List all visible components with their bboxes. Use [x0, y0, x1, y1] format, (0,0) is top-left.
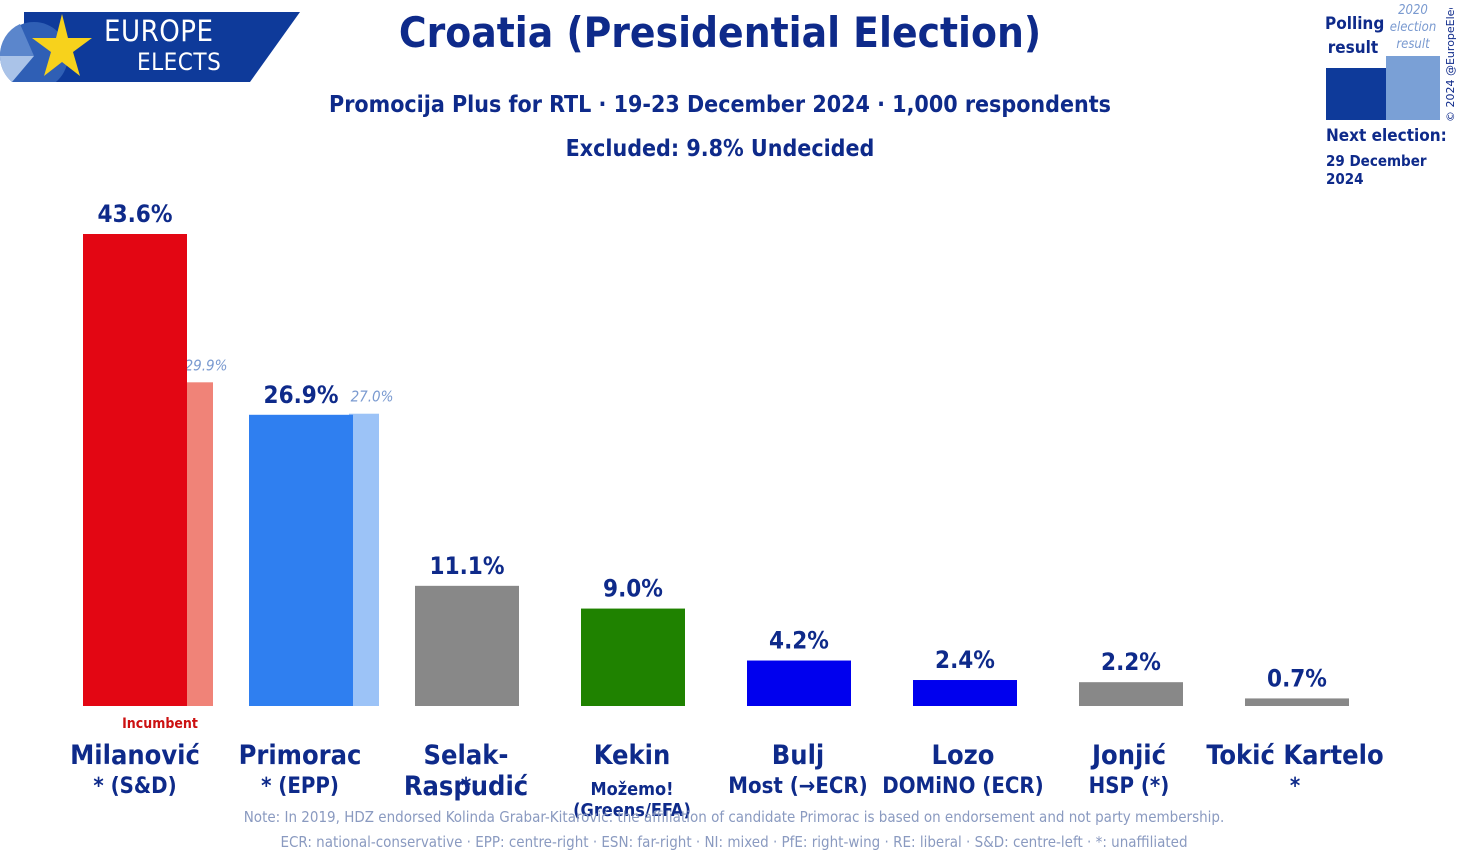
next-election-label: Next election: [1326, 126, 1447, 146]
candidate-name-jonjic: Jonjić [1091, 740, 1167, 771]
candidate-party-kekin: Možemo! (Greens/EFA) [573, 779, 691, 821]
label-value-kekin: 9.0% [603, 575, 663, 603]
bar-previous-milanovic [183, 382, 213, 706]
brand-line1: EUROPE [104, 14, 214, 48]
chart-subtitle: Promocija Plus for RTL · 19-23 December … [329, 92, 1111, 118]
excluded-note: Excluded: 9.8% Undecided [565, 136, 875, 162]
bar-kekin [581, 608, 685, 706]
candidate-name-selak-raspudic: Selak-Raspudić [403, 740, 529, 802]
candidate-party-selak-raspudic: * [460, 774, 472, 799]
label-value-tokic-kartelo: 0.7% [1267, 664, 1327, 692]
legend-previous-swatch [1386, 56, 1440, 120]
next-election-date: 29 December 2024 [1326, 152, 1427, 188]
europe-elects-logo [0, 12, 300, 82]
label-value-milanovic: 43.6% [98, 200, 173, 228]
brand-line2: ELECTS [137, 48, 222, 76]
label-value-selak-raspudic: 11.1% [430, 552, 505, 580]
candidate-name-tokic-kartelo: Tokić Kartelo [1206, 740, 1384, 771]
legend-previous-label: 2020 election result [1389, 3, 1437, 52]
bar-chart: 29.9% 43.6% 27.0% 26.9% 11.1% 9.0% 4.2% 2.4% 2.2… [83, 200, 1349, 706]
candidate-party-tokic-kartelo: * [1289, 774, 1301, 799]
candidate-party-primorac: * (EPP) [261, 774, 339, 799]
candidate-party-lozo: DOMiNO (ECR) [882, 774, 1044, 799]
legend-polling-swatch [1326, 68, 1386, 120]
copyright-notice: © 2024 @EuropeElects [1444, 8, 1457, 122]
bar-previous-primorac [349, 413, 379, 706]
chart-title: Croatia (Presidential Election) [398, 8, 1042, 57]
label-value-lozo: 2.4% [935, 646, 995, 674]
bar-bulj [747, 660, 851, 706]
copyright-text: © 2024 @EuropeElects [1444, 8, 1457, 122]
candidate-name-lozo: Lozo [931, 740, 995, 771]
bar-primorac [249, 414, 353, 706]
legend-polling-label: Polling result [1325, 14, 1385, 58]
candidate-name-bulj: Bulj [771, 740, 825, 771]
bar-tokic-kartelo [1245, 698, 1349, 706]
label-value-jonjic: 2.2% [1101, 648, 1161, 676]
candidate-party-jonjic: HSP (*) [1088, 774, 1170, 799]
bar-milanovic [83, 234, 187, 706]
label-previous-milanovic: 29.9% [185, 356, 228, 374]
bar-selak-raspudic [415, 585, 519, 706]
label-value-bulj: 4.2% [769, 627, 829, 655]
incumbent-label: Incumbent [122, 716, 198, 732]
candidate-name-milanovic: Milanović [70, 740, 200, 771]
candidate-name-kekin: Kekin [593, 740, 671, 771]
candidate-party-milanovic: * (S&D) [93, 774, 177, 799]
label-previous-primorac: 27.0% [351, 388, 394, 406]
bar-lozo [913, 680, 1017, 706]
bar-jonjic [1079, 682, 1183, 706]
footnote-group-legend: ECR: national-conservative · EPP: centre… [280, 833, 1188, 851]
label-value-primorac: 26.9% [264, 381, 339, 409]
candidate-party-bulj: Most (→ECR) [728, 774, 868, 799]
candidate-name-primorac: Primorac [238, 740, 362, 771]
footnote-affiliation: Note: In 2019, HDZ endorsed Kolinda Grab… [243, 808, 1225, 826]
